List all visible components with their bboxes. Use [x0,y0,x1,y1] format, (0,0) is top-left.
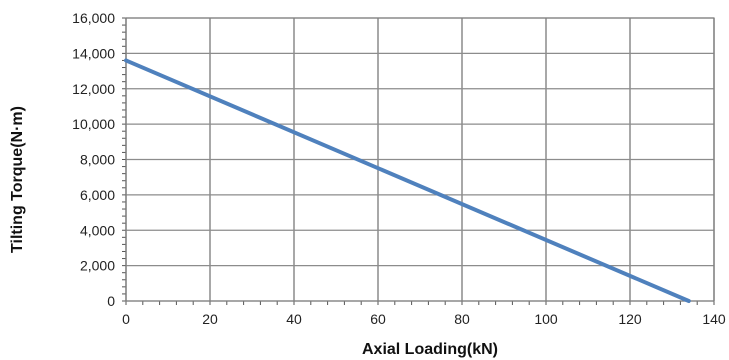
series-layer [124,58,691,303]
y-tick-label: 8,000 [80,152,115,168]
y-tick-label: 0 [107,293,115,309]
x-tick-label: 120 [618,311,642,327]
x-tick-label: 80 [454,311,470,327]
minor-ticks [122,17,715,305]
y-tick-label: 2,000 [80,258,115,274]
y-tick-label: 16,000 [72,10,115,26]
x-tick-labels: 0 20 40 60 80 100 120 140 [122,311,726,327]
x-axis-title: Axial Loading(kN) [362,341,498,358]
x-tick-label: 60 [370,311,386,327]
y-axis-title: Tilting Torque(N·m) [9,106,26,253]
y-tick-label: 14,000 [72,45,115,61]
y-tick-labels: 0 2,000 4,000 6,000 8,000 10,000 12,000 14,000 1… [72,10,115,309]
y-tick-label: 12,000 [72,81,115,97]
y-tick-label: 4,000 [80,222,115,238]
x-tick-label: 100 [534,311,558,327]
x-tick-label: 140 [702,311,726,327]
grid [125,17,715,302]
y-tick-label: 6,000 [80,187,115,203]
x-tick-label: 40 [286,311,302,327]
y-tick-label: 10,000 [72,116,115,132]
x-tick-label: 20 [202,311,218,327]
plot-frame [125,17,715,302]
series-line [124,58,691,303]
x-tick-label: 0 [122,311,130,327]
